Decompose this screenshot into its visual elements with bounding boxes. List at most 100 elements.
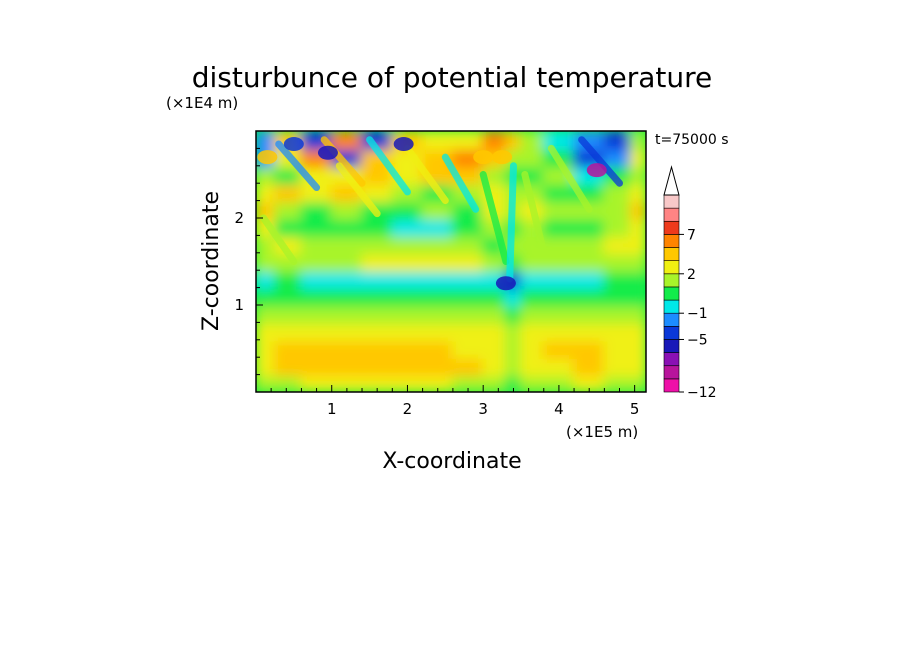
plot-area <box>256 131 646 392</box>
field-cell <box>629 303 646 325</box>
field-cell <box>603 338 632 359</box>
field-cell <box>482 164 507 185</box>
field-cell <box>273 285 303 307</box>
field-cell <box>300 251 333 272</box>
x-tick-label: 1 <box>327 400 337 418</box>
field-cell <box>391 303 424 325</box>
colorbar-swatch <box>663 378 680 393</box>
field-cell <box>451 372 485 392</box>
field-cell <box>273 181 303 203</box>
field-cell <box>361 303 394 325</box>
field-cell <box>542 131 576 151</box>
field-cell <box>451 285 485 307</box>
field-cell <box>520 268 545 290</box>
field-cell <box>421 285 454 307</box>
colorbar: 7 2 −1 −5 −12 <box>663 165 717 401</box>
field-cell <box>629 216 646 238</box>
field-cell <box>504 355 523 377</box>
field-blob <box>492 150 513 165</box>
field-cell <box>330 233 364 255</box>
field-cell <box>573 303 606 325</box>
field-cell <box>330 372 364 392</box>
colorbar-swatch <box>663 260 680 275</box>
field-cell <box>300 216 333 238</box>
field-cell <box>330 251 364 272</box>
field-cell <box>520 303 545 325</box>
colorbar-swatch <box>663 273 680 288</box>
field-cell <box>520 131 545 151</box>
field-cell <box>629 131 646 151</box>
field-cell <box>421 372 454 392</box>
field-blob <box>495 276 516 291</box>
field-cell <box>300 181 333 203</box>
field-cell <box>421 233 454 255</box>
field-cell <box>482 251 507 272</box>
field-cell <box>542 285 576 307</box>
field-cell <box>603 285 632 307</box>
x-tick-label: 3 <box>478 400 488 418</box>
field-cell <box>300 303 333 325</box>
field-cell <box>451 355 485 377</box>
field-cell <box>421 338 454 359</box>
colorbar-extend-arrow <box>663 165 680 196</box>
field-cell <box>273 251 303 272</box>
x-tick-label: 5 <box>630 400 640 418</box>
field-cell <box>273 268 303 290</box>
field-cell <box>573 131 606 151</box>
field-cell <box>361 268 394 290</box>
field-cell <box>273 216 303 238</box>
field-cell <box>256 285 276 307</box>
field-cell <box>300 338 333 359</box>
field-cell <box>361 372 394 392</box>
field-cell <box>542 216 576 238</box>
chart-title: disturbunce of potential temperature <box>192 61 713 94</box>
field-cell <box>421 320 454 342</box>
field-streak <box>441 153 480 213</box>
field-cell <box>391 233 424 255</box>
field-cell <box>256 355 276 377</box>
field-cell <box>273 198 303 220</box>
field-cell <box>300 285 333 307</box>
field-cell <box>451 338 485 359</box>
field-cell <box>542 355 576 377</box>
field-cell <box>256 164 276 185</box>
colorbar-swatch <box>663 299 680 314</box>
field-cell <box>573 251 606 272</box>
field-cell <box>629 146 646 168</box>
field-cell <box>421 303 454 325</box>
field-cell <box>603 355 632 377</box>
field-cell <box>361 355 394 377</box>
field-cell <box>300 372 333 392</box>
field-blob <box>257 150 278 165</box>
field-cell <box>330 285 364 307</box>
field-cell <box>451 268 485 290</box>
field-cell <box>573 268 606 290</box>
colorbar-tick-label: 2 <box>687 267 696 283</box>
field-cell <box>629 251 646 272</box>
field-cell <box>421 131 454 151</box>
field-cell <box>542 233 576 255</box>
colorbar-tick-label: −5 <box>687 332 708 348</box>
time-label: t=75000 s <box>655 132 729 148</box>
field-cell <box>256 198 276 220</box>
colorbar-swatch <box>663 286 680 301</box>
field-streak <box>366 136 411 196</box>
field-cell <box>520 285 545 307</box>
field-cell <box>482 285 507 307</box>
field-cell <box>300 320 333 342</box>
colorbar-swatch <box>663 326 680 340</box>
field-cell <box>451 233 485 255</box>
field-cell <box>504 146 523 168</box>
field-streak <box>578 136 623 187</box>
field-cell <box>256 372 276 392</box>
colorbar-swatch <box>663 352 680 367</box>
colorbar-swatch <box>663 365 680 380</box>
field-cell <box>629 233 646 255</box>
field-cell <box>482 338 507 359</box>
colorbar-tick-label: 7 <box>687 227 696 243</box>
field-cell <box>504 131 523 151</box>
field-cell <box>520 251 545 272</box>
field-cell <box>256 303 276 325</box>
colorbar-swatch <box>663 220 680 235</box>
field-cell <box>330 303 364 325</box>
